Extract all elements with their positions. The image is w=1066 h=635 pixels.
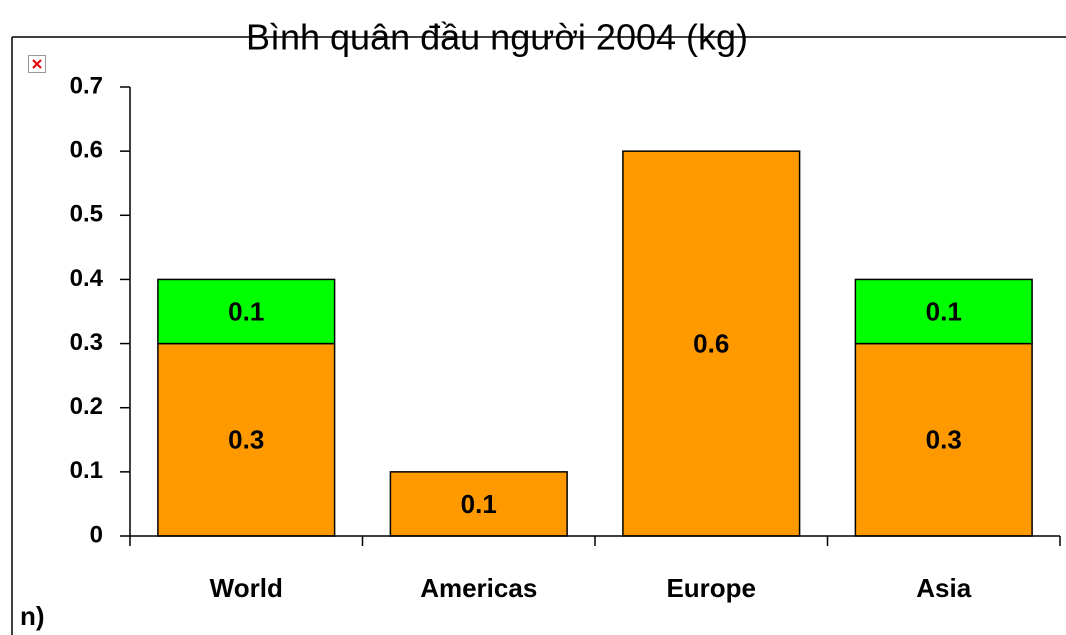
data-label: 0.3 <box>228 425 264 455</box>
data-label: 0.3 <box>926 425 962 455</box>
y-tick-label: 0.2 <box>70 393 103 420</box>
data-label: 0.1 <box>926 296 962 326</box>
y-tick-label: 0.1 <box>70 457 103 484</box>
x-tick-label: Asia <box>916 573 971 603</box>
bar-segment <box>157 342 336 537</box>
y-tick-label: 0.5 <box>70 201 103 228</box>
x-tick-label: World <box>210 573 283 603</box>
data-label: 0.1 <box>228 296 264 326</box>
bar-segment <box>389 471 568 537</box>
broken-image-icon <box>28 55 46 73</box>
bar-segment <box>622 150 801 537</box>
x-tick-label: Europe <box>666 573 756 603</box>
data-label: 0.1 <box>461 489 497 519</box>
x-tick-label: Americas <box>420 573 537 603</box>
bar-segment <box>157 278 336 345</box>
chart-title: Bình quân đầu người 2004 (kg) <box>246 17 748 58</box>
footnote: n) <box>20 601 45 631</box>
y-tick-label: 0.4 <box>70 265 104 292</box>
y-tick-label: 0 <box>90 521 103 548</box>
data-label: 0.6 <box>693 328 729 358</box>
y-tick-label: 0.6 <box>70 136 103 163</box>
bar-segment <box>854 342 1033 537</box>
y-tick-label: 0.7 <box>70 72 103 99</box>
y-tick-label: 0.3 <box>70 329 103 356</box>
bar-segment <box>854 278 1033 345</box>
